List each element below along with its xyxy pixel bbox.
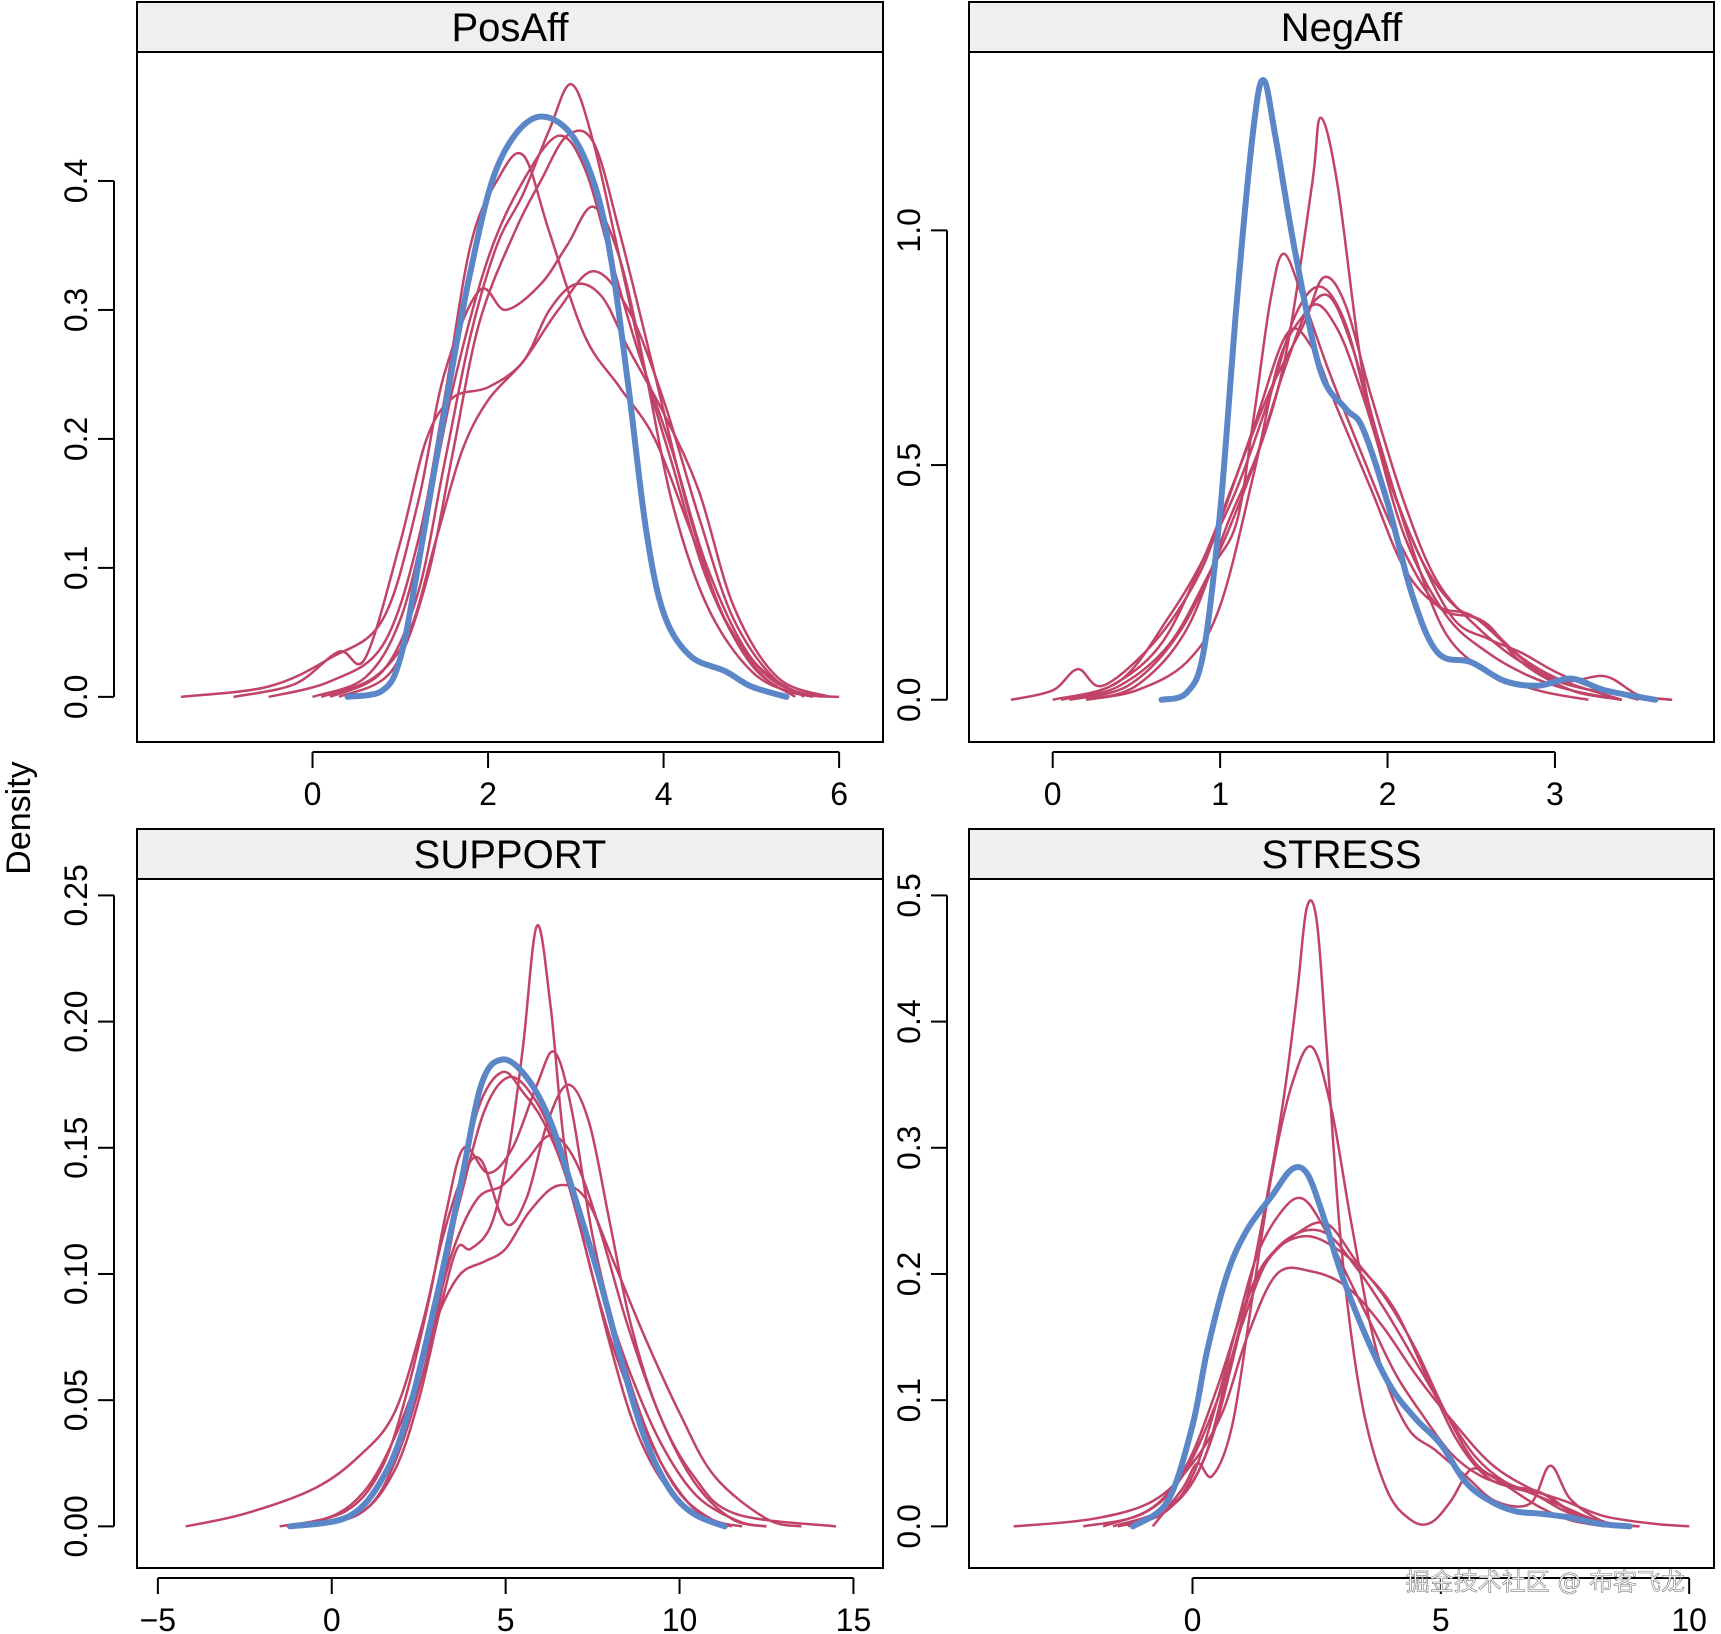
imputed-density-posaff-4: [329, 82, 796, 699]
y-tick-label-stress-3: 0.3: [891, 1126, 927, 1170]
imputed-density-negaff-6: [1085, 293, 1589, 702]
x-tick-label-support-2: 5: [497, 1602, 515, 1634]
panel-title-posaff: PosAff: [451, 6, 569, 50]
observed-density-posaff: [344, 113, 790, 700]
imputed-density-stress-6: [1102, 1221, 1630, 1528]
imputed-density-stress-4: [1082, 1228, 1640, 1528]
x-tick-label-posaff-2: 4: [655, 776, 673, 812]
panel-title-stress: STRESS: [1261, 833, 1421, 877]
x-tick-label-negaff-0: 0: [1044, 776, 1062, 812]
x-tick-label-negaff-1: 1: [1211, 776, 1229, 812]
panel-title-support: SUPPORT: [414, 833, 607, 877]
imputed-density-negaff-4: [1052, 285, 1623, 702]
strip-support: [136, 828, 884, 880]
imputed-density-stress-7: [1112, 1234, 1640, 1528]
y-tick-label-posaff-4: 0.4: [58, 159, 94, 203]
y-tick-label-posaff-1: 0.1: [58, 546, 94, 590]
panel-negaff: NegAff 0 1 2 3 0.0 0.5 1.0: [891, 1, 1715, 812]
imputed-density-support-4: [303, 924, 733, 1528]
y-tick-label-stress-1: 0.1: [891, 1378, 927, 1422]
imputed-density-negaff-2: [1085, 116, 1640, 702]
panel-title-negaff: NegAff: [1281, 6, 1403, 50]
y-tick-label-stress-5: 0.5: [891, 873, 927, 917]
y-tick-label-negaff-0: 0.0: [891, 678, 927, 722]
y-tick-label-stress-4: 0.4: [891, 999, 927, 1043]
x-tick-label-negaff-2: 2: [1379, 776, 1397, 812]
y-tick-label-negaff-2: 1.0: [891, 208, 927, 252]
strip-posaff: [136, 1, 884, 53]
x-tick-label-stress-1: 5: [1432, 1602, 1450, 1634]
x-tick-label-posaff-0: 0: [304, 776, 322, 812]
x-tick-label-posaff-3: 6: [830, 776, 848, 812]
observed-density-stress: [1129, 1163, 1633, 1530]
x-tick-label-negaff-3: 3: [1546, 776, 1564, 812]
watermark: 掘金技术社区 @ 布客飞龙: [1406, 1568, 1685, 1596]
y-tick-label-posaff-3: 0.3: [58, 288, 94, 332]
plot-frame-posaff: [136, 51, 884, 743]
y-tick-label-support-1: 0.05: [58, 1369, 94, 1431]
imputed-density-support-7: [289, 1075, 767, 1528]
panel-support: SUPPORT −5 0 5 10 15 0.00 0.05 0.10 0.15 0.20 0.25: [58, 828, 884, 1634]
plot-frame-negaff: [968, 51, 1715, 743]
y-tick-label-stress-2: 0.2: [891, 1252, 927, 1296]
plot-frame-stress: [968, 878, 1715, 1569]
strip-negaff: [968, 1, 1715, 53]
imputed-density-posaff-1: [180, 205, 840, 699]
imputed-density-negaff-5: [1069, 303, 1623, 702]
x-tick-label-posaff-1: 2: [479, 776, 497, 812]
plot-frame-support: [136, 878, 884, 1569]
x-tick-label-support-4: 15: [836, 1602, 872, 1634]
panel-stress: STRESS 0 5 10 0.0 0.1 0.2 0.3 0.4 0.5: [891, 828, 1715, 1634]
x-tick-label-support-3: 10: [662, 1602, 698, 1634]
imputed-density-support-6: [296, 1133, 767, 1528]
y-tick-label-support-0: 0.00: [58, 1495, 94, 1557]
panel-posaff: PosAff 0 2 4 6 0.0 0.1 0.2 0.3 0.4: [58, 1, 884, 812]
y-tick-label-support-5: 0.25: [58, 864, 94, 926]
imputed-density-support-5: [286, 1050, 743, 1528]
y-tick-label-support-2: 0.10: [58, 1243, 94, 1305]
imputed-density-negaff-1: [1010, 327, 1673, 702]
observed-density-negaff: [1158, 77, 1659, 703]
y-tick-label-support-3: 0.15: [58, 1117, 94, 1179]
x-tick-label-stress-2: 10: [1671, 1602, 1707, 1634]
y-tick-label-support-4: 0.20: [58, 990, 94, 1052]
y-tick-label-posaff-2: 0.2: [58, 417, 94, 461]
imputed-density-stress-2: [1127, 899, 1605, 1528]
x-tick-label-stress-0: 0: [1184, 1602, 1202, 1634]
y-tick-label-negaff-1: 0.5: [891, 443, 927, 487]
imputed-density-support-2: [279, 1183, 802, 1528]
x-tick-label-support-0: −5: [140, 1602, 176, 1634]
strip-stress: [968, 828, 1715, 880]
y-tick-label-stress-0: 0.0: [891, 1504, 927, 1548]
imputed-density-negaff-7: [1060, 275, 1673, 702]
imputed-density-support-3: [296, 1070, 733, 1528]
y-axis-label: Density: [0, 761, 38, 874]
imputed-density-posaff-2: [233, 282, 831, 699]
imputed-density-stress-5: [1117, 1196, 1630, 1528]
observed-density-support: [287, 1056, 728, 1530]
x-tick-label-support-1: 0: [323, 1602, 341, 1634]
y-tick-label-posaff-0: 0.0: [58, 675, 94, 719]
